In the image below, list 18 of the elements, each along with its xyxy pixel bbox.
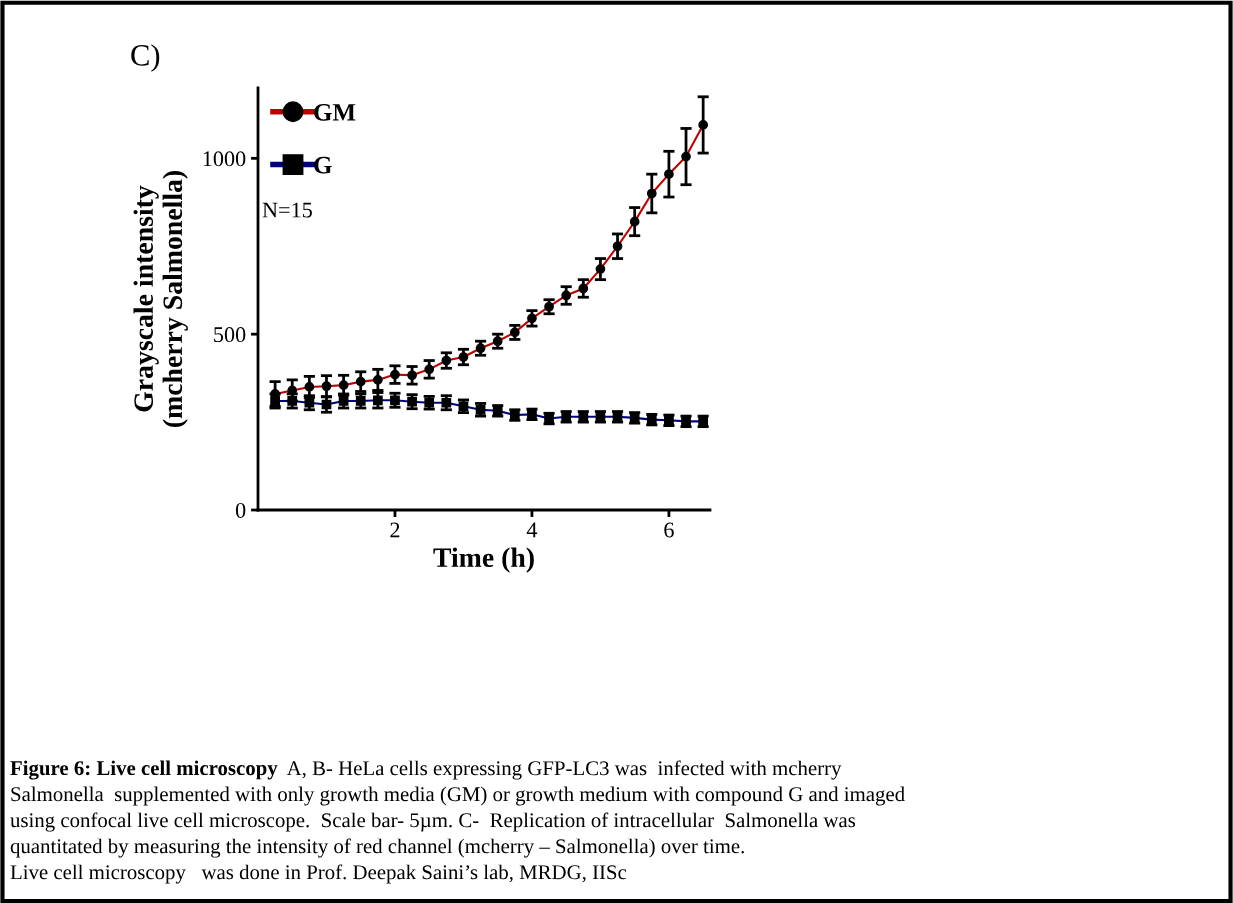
y-axis-title: Grayscale intensity (mcherry Salmonella) (133, 171, 188, 427)
annotation: N=15 (262, 202, 312, 218)
x-axis-title: Time (h) (433, 547, 534, 573)
text: A, B- HeLa cells expressing GFP-LC3 was infected with mcherry (286, 760, 842, 780)
text: Live cell microscopy was done in Prof. Deepak Saini’s lab, MRDG, IISc (10, 864, 627, 884)
x-tick-label: 2 (390, 522, 400, 538)
text: quantitated by measuring the intensity of red channel (mcherry – Salmonella) over time. (10, 838, 744, 858)
text: C) (131, 44, 160, 72)
x-tick-label: 4 (526, 522, 538, 538)
legend-label: G (314, 156, 332, 174)
caption: Figure 6: Live cell microscopy (10, 760, 278, 780)
y-tick-label: 1000 (203, 151, 246, 167)
legend-label: GM (314, 103, 356, 121)
x-tick-label: 6 (664, 522, 674, 538)
y-tick-label: 500 (214, 327, 246, 343)
text: Salmonella supplemented with only growth media (GM) or growth medium with compound G and imaged (11, 786, 905, 806)
y-tick-label: 0 (235, 502, 246, 518)
text: using confocal live cell microscope. Scale bar- 5µm. C- Replication of intracellular Salmonella was (10, 812, 856, 832)
